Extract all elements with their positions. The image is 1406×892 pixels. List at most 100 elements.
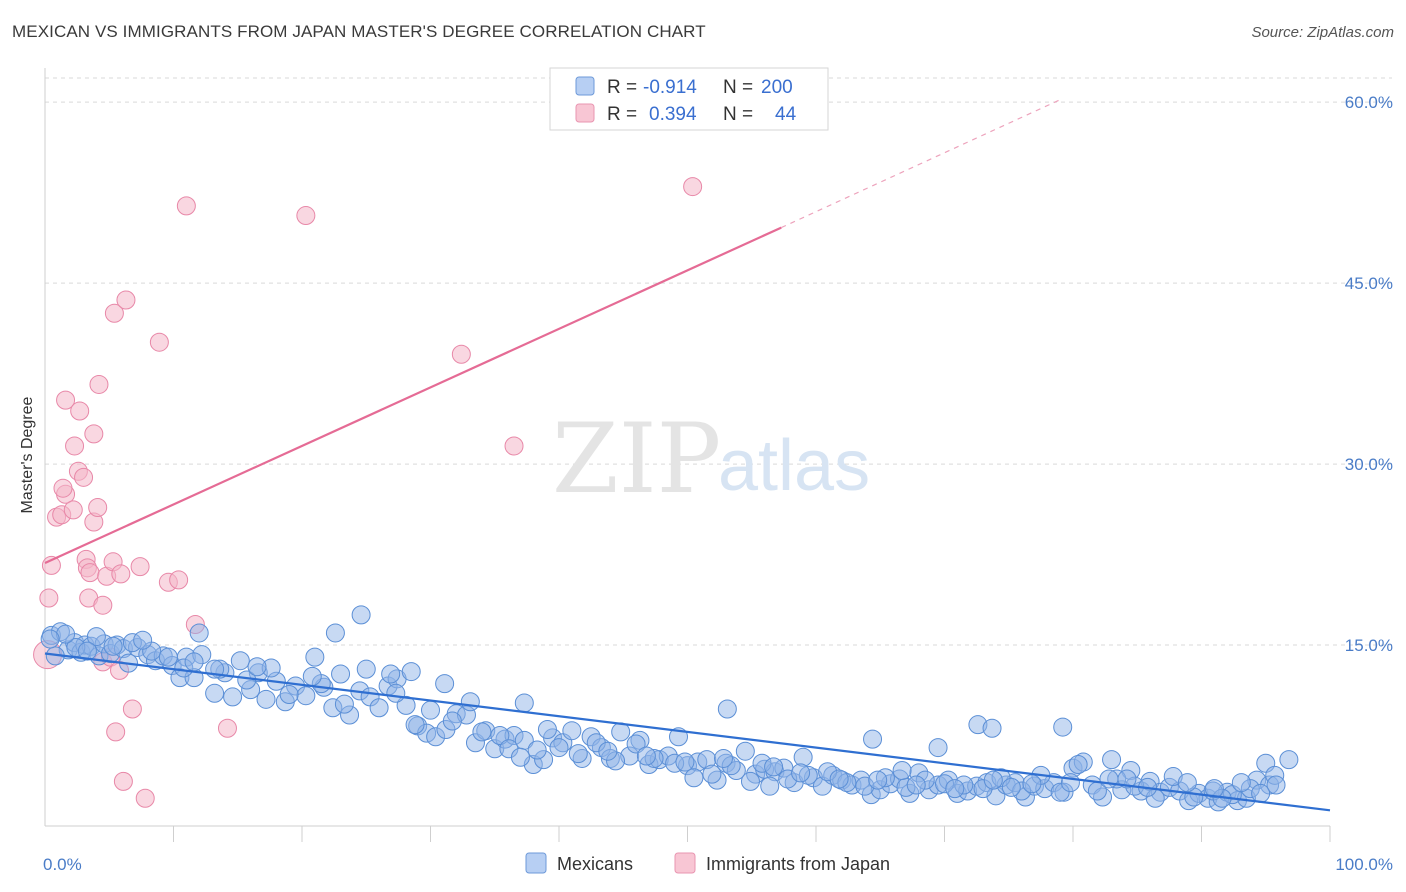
mexicans-point xyxy=(331,664,351,684)
bottom-legend-swatch-mexicans xyxy=(525,852,547,874)
watermark: ZIP atlas xyxy=(552,403,870,515)
mexicans-point xyxy=(764,757,784,777)
y-tick-labels: 15.0% 30.0% 45.0% 60.0% xyxy=(1345,93,1393,655)
mexicans-point xyxy=(369,698,389,718)
mexicans-point xyxy=(892,761,912,781)
bottom-legend-label-mexicans: Mexicans xyxy=(557,854,633,874)
chart-title: MEXICAN VS IMMIGRANTS FROM JAPAN MASTER'… xyxy=(12,22,706,41)
mexicans-point xyxy=(401,662,421,682)
japan-point xyxy=(451,344,471,364)
mexicans-point xyxy=(230,651,250,671)
mexicans-point xyxy=(334,694,354,714)
japan-point xyxy=(93,595,113,615)
mexicans-point xyxy=(713,748,733,768)
japan-point xyxy=(63,500,83,520)
mexicans-point xyxy=(1102,750,1122,770)
japan-point xyxy=(169,570,189,590)
japan-point xyxy=(122,699,142,719)
japan-point xyxy=(80,563,100,583)
mexicans-point xyxy=(514,693,534,713)
bottom-legend: Mexicans Immigrants from Japan xyxy=(525,852,890,874)
mexicans-point xyxy=(636,746,656,766)
mexicans-point xyxy=(405,715,425,735)
mexicans-point xyxy=(928,738,948,758)
mexicans-point xyxy=(247,657,267,677)
trend-line-japan xyxy=(44,226,782,564)
mexicans-point xyxy=(1251,783,1271,803)
japan-point xyxy=(217,718,237,738)
mexicans-point xyxy=(421,700,440,720)
mexicans-point xyxy=(684,768,704,788)
japan-point xyxy=(70,401,90,421)
mexicans-point xyxy=(1060,773,1080,793)
mexicans-point xyxy=(717,699,737,719)
x-tick-labels: 0.0% 100.0% xyxy=(43,855,1393,874)
japan-point xyxy=(74,467,94,487)
mexicans-point xyxy=(1231,773,1251,793)
trend-lines xyxy=(44,99,1331,812)
legend-swatch-mexicans xyxy=(575,76,595,96)
mexicans-point xyxy=(829,769,849,789)
legend-r-value-japan: 0.394 xyxy=(649,104,697,125)
japan-point xyxy=(113,771,133,791)
mexicans-point xyxy=(325,623,345,643)
mexicans-point xyxy=(256,689,276,709)
mexicans-point xyxy=(1117,769,1137,789)
mexicans-point xyxy=(158,647,178,667)
x-tick-label: 0.0% xyxy=(43,855,82,874)
mexicans-point xyxy=(675,752,695,772)
japan-point xyxy=(149,332,169,352)
y-tick-label: 60.0% xyxy=(1345,93,1393,112)
watermark-zip: ZIP xyxy=(552,403,721,515)
mexicans-point xyxy=(77,641,97,661)
mexicans-point xyxy=(1177,773,1197,793)
trend-line-japan-extension xyxy=(781,99,1061,229)
axes xyxy=(44,68,1331,842)
mexicans-point xyxy=(472,722,492,742)
japan-point xyxy=(130,557,150,577)
mexicans-point xyxy=(435,674,455,694)
mexicans-point xyxy=(527,740,547,760)
mexicans-point xyxy=(189,623,209,643)
mexicans-point xyxy=(40,629,60,649)
mexicans-point xyxy=(296,686,316,706)
mexicans-point xyxy=(760,776,780,796)
x-tick-label: 100.0% xyxy=(1335,855,1393,874)
mexicans-point xyxy=(223,687,243,707)
mexicans-point xyxy=(184,652,204,672)
mexicans-point xyxy=(1001,777,1021,797)
mexicans-point xyxy=(1279,750,1299,770)
mexicans-point xyxy=(460,692,480,712)
mexicans-point xyxy=(396,695,416,715)
mexicans-point xyxy=(568,744,588,764)
japan-point xyxy=(84,424,104,444)
legend-n-label-mexicans: N = xyxy=(723,77,753,98)
japan-point xyxy=(504,436,524,456)
japan-point xyxy=(106,722,126,742)
y-tick-label: 30.0% xyxy=(1345,455,1393,474)
mexicans-point xyxy=(793,747,813,767)
mexicans-point xyxy=(863,729,883,749)
bottom-legend-swatch-japan xyxy=(674,852,696,874)
japan-point xyxy=(41,555,61,575)
mexicans-point xyxy=(626,734,646,754)
y-tick-label: 45.0% xyxy=(1345,274,1393,293)
mexicans-point xyxy=(983,770,1003,790)
mexicans-point xyxy=(351,605,371,625)
mexicans-point xyxy=(279,684,299,704)
mexicans-point xyxy=(982,718,1002,738)
legend-n-value-mexicans: 200 xyxy=(761,77,793,98)
japan-point xyxy=(296,206,316,226)
mexicans-point xyxy=(356,659,376,679)
mexicans-point xyxy=(205,683,225,703)
mexicans-point xyxy=(537,719,557,739)
japan-point xyxy=(176,196,196,216)
mexicans-point xyxy=(740,771,760,791)
mexicans-point xyxy=(1068,754,1088,774)
legend-r-label-mexicans: R = xyxy=(607,77,637,98)
mexicans-point xyxy=(305,647,325,667)
mexicans-point xyxy=(1099,769,1119,789)
mexicans-point xyxy=(1204,779,1224,799)
mexicans-point xyxy=(906,775,926,795)
japan-point xyxy=(135,788,155,808)
